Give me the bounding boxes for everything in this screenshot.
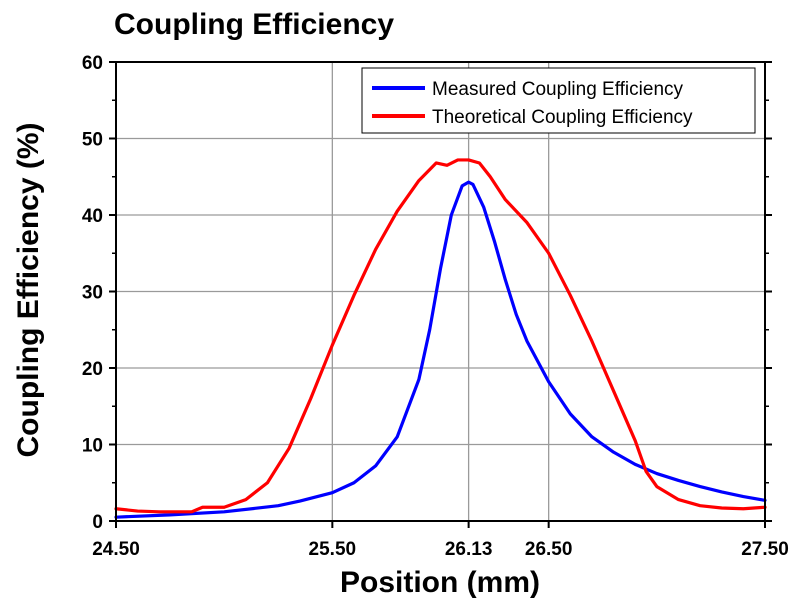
y-tick-label: 40 [82,206,103,227]
y-tick-label: 30 [82,283,103,304]
y-tick-label: 20 [82,359,103,380]
series-line-theoretical [114,158,767,514]
x-tick-label: 26.50 [525,539,573,560]
y-tick-label: 50 [82,130,103,151]
y-tick-label: 60 [82,53,103,74]
x-tick-label: 26.13 [445,539,493,560]
y-tick-label: 0 [92,512,103,533]
grid [116,62,765,521]
legend: Measured Coupling Efficiency Theoretical… [361,67,756,134]
legend-label-measured: Measured Coupling Efficiency [432,79,684,100]
series-layer [114,158,767,519]
x-tick-label: 24.50 [92,539,140,560]
axis-ticks: 0 10 20 30 40 50 60 24.50 25.50 26.13 26.50 27.50 [82,53,789,560]
legend-box [361,67,756,134]
y-tick-label: 10 [82,436,103,457]
series-line-measured [114,180,767,519]
chart-title: Coupling Efficiency [114,8,394,41]
x-tick-label: 27.50 [741,539,789,560]
x-axis-label: Position (mm) [340,566,540,599]
x-tick-label: 25.50 [309,539,357,560]
legend-label-theoretical: Theoretical Coupling Efficiency [432,107,693,128]
y-axis-label: Coupling Efficiency (%) [12,122,45,457]
